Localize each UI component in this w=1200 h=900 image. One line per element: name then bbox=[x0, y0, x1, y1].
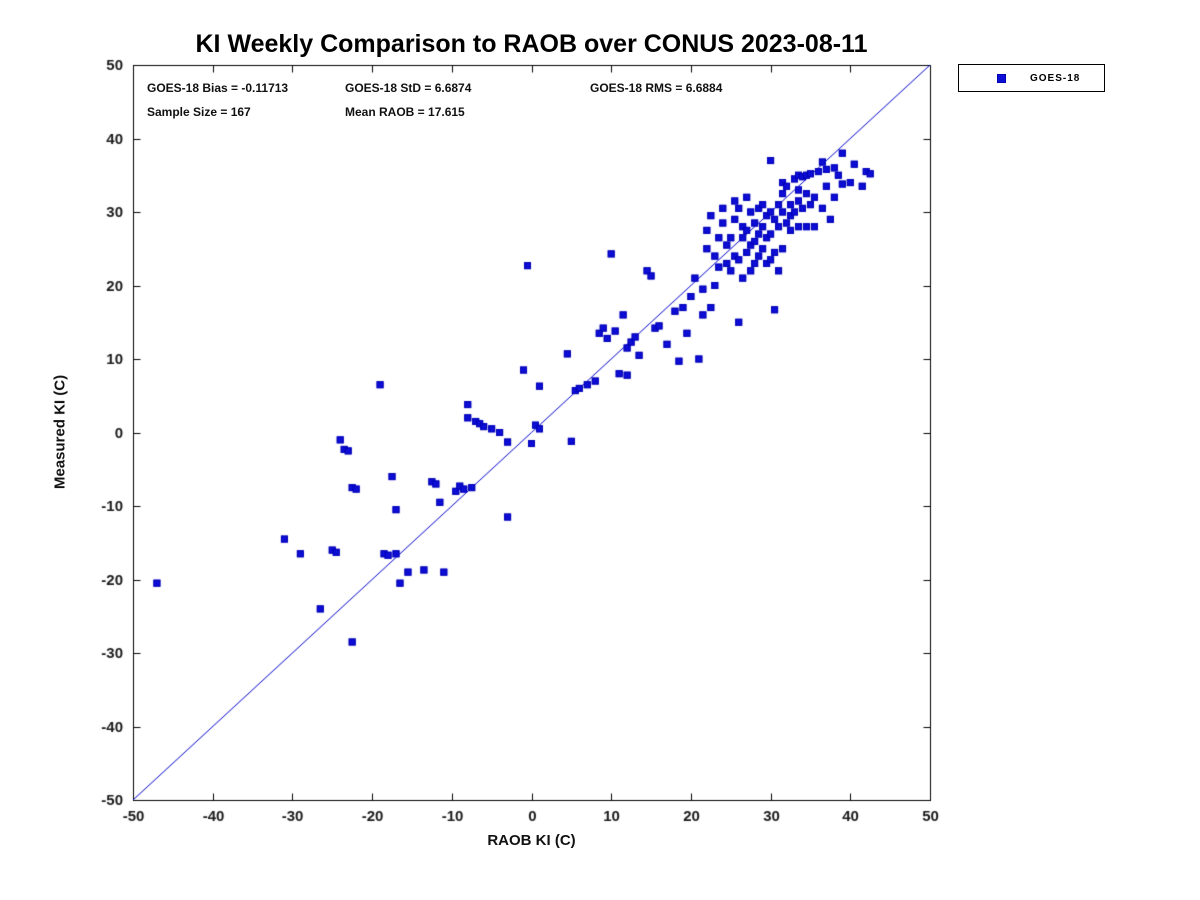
legend-marker-icon bbox=[997, 73, 1006, 83]
annotation-mean-raob: Mean RAOB = 17.615 bbox=[345, 105, 465, 119]
y-axis-label: Measured KI (C) bbox=[51, 374, 69, 490]
legend-label: GOES-18 bbox=[1030, 72, 1081, 84]
annotation-rms: GOES-18 RMS = 6.6884 bbox=[590, 81, 723, 95]
legend: GOES-18 bbox=[958, 64, 1105, 92]
annotation-sample-size: Sample Size = 167 bbox=[147, 105, 251, 119]
annotation-bias: GOES-18 Bias = -0.11713 bbox=[147, 81, 289, 95]
chart-title: KI Weekly Comparison to RAOB over CONUS … bbox=[195, 30, 868, 58]
annotation-std: GOES-18 StD = 6.6874 bbox=[345, 81, 472, 95]
x-axis-label: RAOB KI (C) bbox=[487, 832, 576, 849]
